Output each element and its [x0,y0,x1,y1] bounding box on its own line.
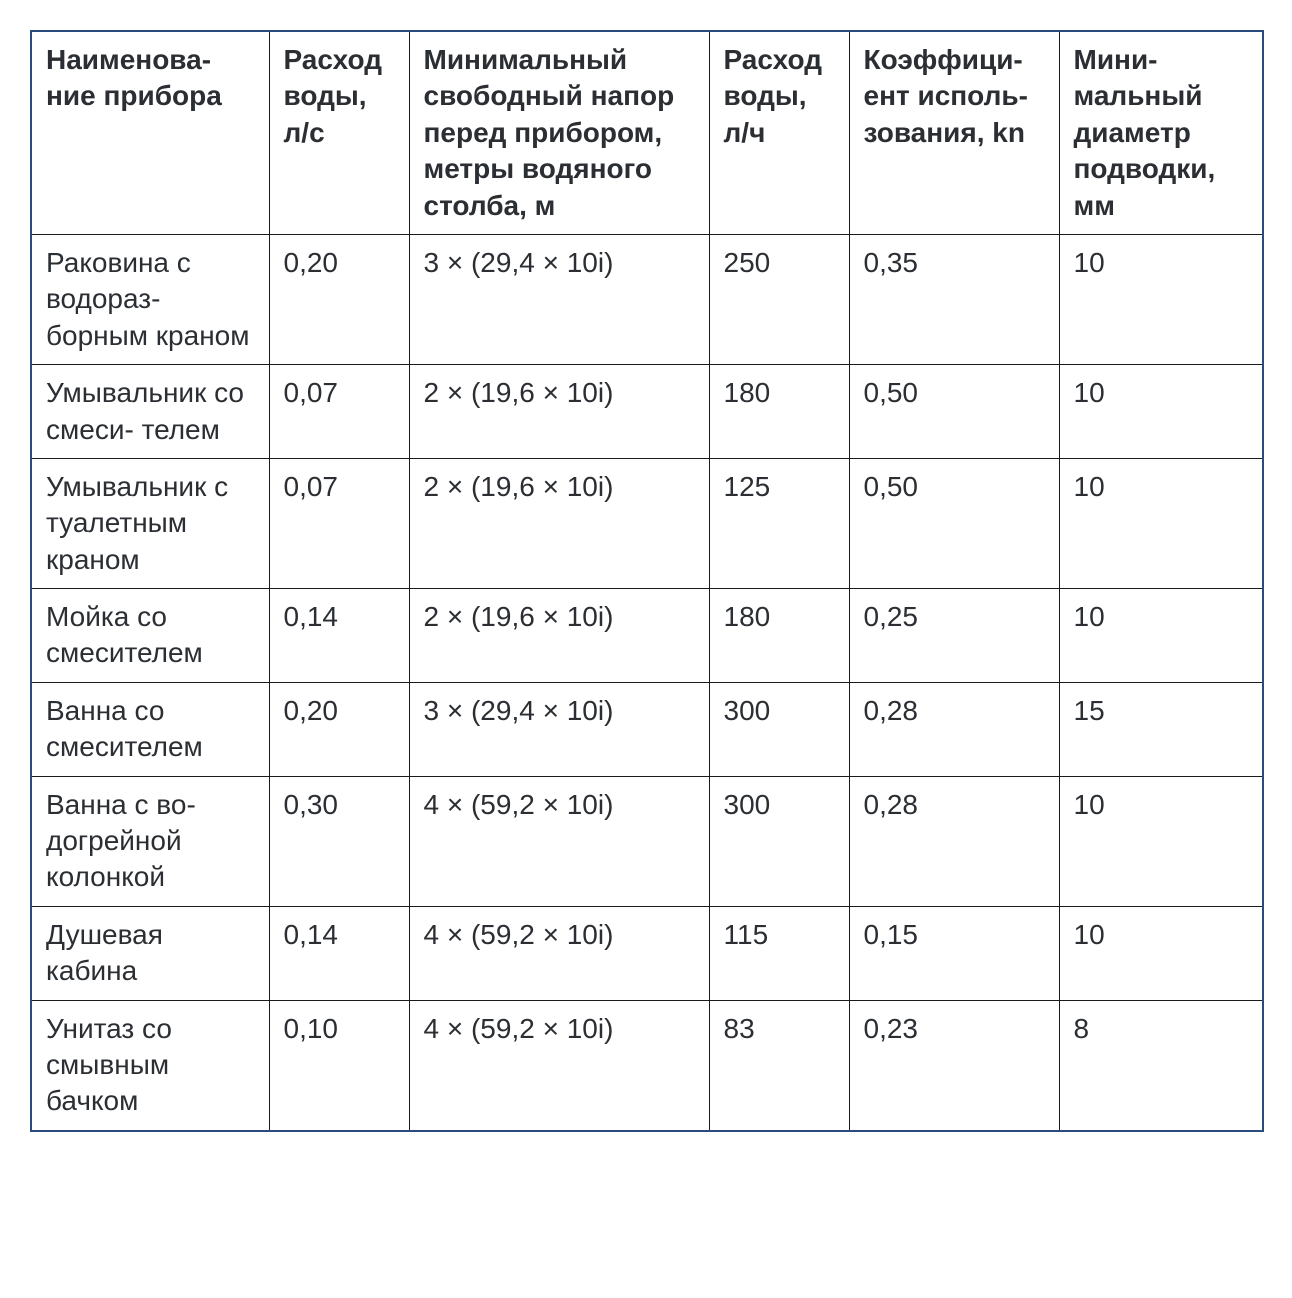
cell-kn: 0,28 [849,776,1059,906]
table-row: Умывальник со смеси- телем 0,07 2 × (19,… [31,365,1263,459]
cell-flow-lh: 300 [709,776,849,906]
table-header: Наименова- ние прибора Расход воды, л/с … [31,31,1263,234]
cell-head: 2 × (19,6 × 10i) [409,458,709,588]
page: Наименова- ние прибора Расход воды, л/с … [0,0,1292,1252]
cell-dia: 10 [1059,365,1263,459]
cell-dia: 15 [1059,682,1263,776]
cell-flow-ls: 0,14 [269,589,409,683]
table-body: Раковина с водораз- борным краном 0,20 3… [31,234,1263,1130]
cell-flow-ls: 0,10 [269,1000,409,1131]
cell-head: 4 × (59,2 × 10i) [409,906,709,1000]
cell-head: 4 × (59,2 × 10i) [409,1000,709,1131]
cell-kn: 0,50 [849,365,1059,459]
cell-name: Унитаз со смывным бачком [31,1000,269,1131]
cell-flow-lh: 83 [709,1000,849,1131]
cell-flow-ls: 0,07 [269,365,409,459]
cell-name: Мойка со смесителем [31,589,269,683]
table-row: Ванна со смесителем 0,20 3 × (29,4 × 10i… [31,682,1263,776]
cell-head: 2 × (19,6 × 10i) [409,589,709,683]
cell-name: Ванна со смесителем [31,682,269,776]
col-header-flow-ls: Расход воды, л/с [269,31,409,234]
cell-head: 3 × (29,4 × 10i) [409,234,709,364]
col-header-dia: Мини- мальный диаметр подводки, мм [1059,31,1263,234]
cell-dia: 8 [1059,1000,1263,1131]
fixtures-table: Наименова- ние прибора Расход воды, л/с … [30,30,1264,1132]
col-header-head: Минимальный свободный напор перед прибор… [409,31,709,234]
table-row: Умывальник с туалетным краном 0,07 2 × (… [31,458,1263,588]
cell-flow-lh: 180 [709,365,849,459]
cell-head: 4 × (59,2 × 10i) [409,776,709,906]
cell-flow-lh: 125 [709,458,849,588]
cell-flow-ls: 0,07 [269,458,409,588]
table-row: Раковина с водораз- борным краном 0,20 3… [31,234,1263,364]
cell-head: 3 × (29,4 × 10i) [409,682,709,776]
cell-kn: 0,15 [849,906,1059,1000]
cell-name: Раковина с водораз- борным краном [31,234,269,364]
table-row: Ванна с во- догрейной колонкой 0,30 4 × … [31,776,1263,906]
cell-flow-lh: 115 [709,906,849,1000]
cell-name: Умывальник с туалетным краном [31,458,269,588]
col-header-name: Наименова- ние прибора [31,31,269,234]
table-header-row: Наименова- ние прибора Расход воды, л/с … [31,31,1263,234]
cell-flow-ls: 0,20 [269,682,409,776]
cell-flow-lh: 180 [709,589,849,683]
cell-head: 2 × (19,6 × 10i) [409,365,709,459]
cell-name: Душевая кабина [31,906,269,1000]
cell-kn: 0,28 [849,682,1059,776]
cell-kn: 0,25 [849,589,1059,683]
cell-dia: 10 [1059,906,1263,1000]
col-header-kn: Коэффици- ент исполь- зования, kn [849,31,1059,234]
table-row: Душевая кабина 0,14 4 × (59,2 × 10i) 115… [31,906,1263,1000]
cell-name: Умывальник со смеси- телем [31,365,269,459]
cell-kn: 0,50 [849,458,1059,588]
cell-flow-ls: 0,14 [269,906,409,1000]
cell-flow-ls: 0,30 [269,776,409,906]
cell-dia: 10 [1059,589,1263,683]
table-row: Мойка со смесителем 0,14 2 × (19,6 × 10i… [31,589,1263,683]
cell-dia: 10 [1059,458,1263,588]
cell-dia: 10 [1059,234,1263,364]
table-row: Унитаз со смывным бачком 0,10 4 × (59,2 … [31,1000,1263,1131]
cell-dia: 10 [1059,776,1263,906]
col-header-flow-lh: Расход воды, л/ч [709,31,849,234]
cell-flow-ls: 0,20 [269,234,409,364]
cell-flow-lh: 250 [709,234,849,364]
cell-name: Ванна с во- догрейной колонкой [31,776,269,906]
cell-kn: 0,23 [849,1000,1059,1131]
cell-kn: 0,35 [849,234,1059,364]
cell-flow-lh: 300 [709,682,849,776]
